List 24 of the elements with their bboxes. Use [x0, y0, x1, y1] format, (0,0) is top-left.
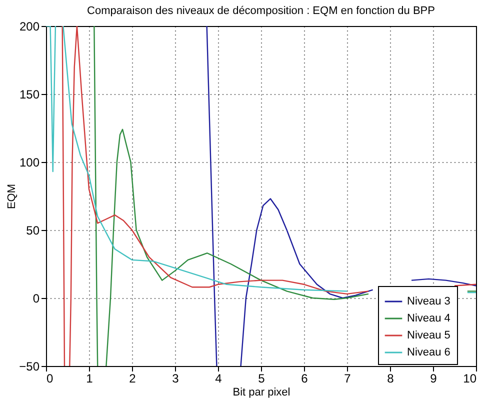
x-tick-label: 1	[86, 372, 94, 386]
x-tick-label: 9	[430, 372, 438, 386]
y-tick-label: 200	[19, 20, 40, 34]
y-tick-label: 100	[19, 156, 40, 170]
chart-title: Comparaison des niveaux de décomposition : EQM en fonction du BPP	[87, 5, 435, 17]
x-axis-title: Bit par pixel	[232, 386, 290, 398]
x-tick-label: 7	[344, 372, 352, 386]
legend-label: Niveau 3	[407, 296, 450, 308]
x-tick-label: 0	[46, 372, 54, 386]
x-tick-label: 6	[301, 372, 308, 386]
legend-label: Niveau 4	[407, 312, 450, 324]
x-tick-label: 8	[387, 372, 394, 386]
legend-label: Niveau 6	[407, 346, 450, 358]
legend-label: Niveau 5	[407, 330, 450, 342]
x-tick-label: 10	[463, 372, 477, 386]
x-tick-label: 3	[172, 372, 180, 386]
y-tick-label: 150	[19, 88, 40, 102]
x-tick-label: 4	[215, 372, 222, 386]
y-axis-title: EQM	[6, 184, 18, 210]
y-tick-label: 50	[26, 224, 40, 238]
x-tick-label: 5	[258, 372, 266, 386]
y-tick-label: 0	[32, 292, 40, 306]
y-tick-label: −50	[19, 360, 40, 374]
x-tick-label: 2	[129, 372, 136, 386]
